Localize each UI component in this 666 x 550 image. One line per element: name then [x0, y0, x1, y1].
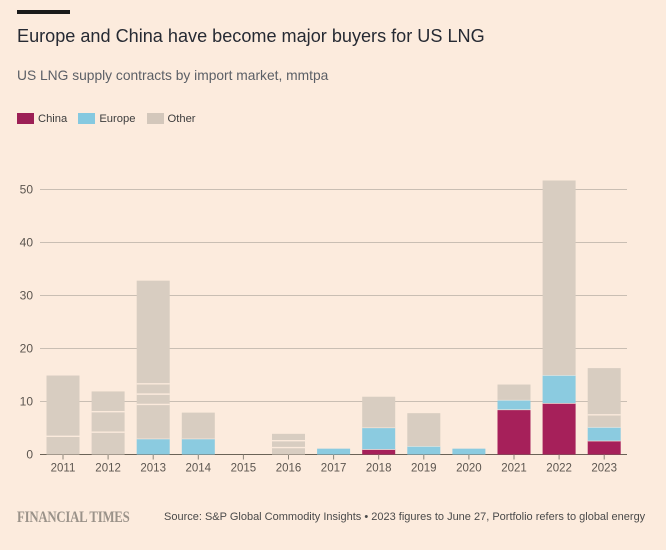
svg-text:2012: 2012	[95, 463, 121, 475]
svg-text:0: 0	[26, 448, 33, 462]
svg-text:2019: 2019	[411, 463, 437, 475]
svg-text:2021: 2021	[501, 463, 527, 475]
svg-text:2023: 2023	[591, 463, 617, 475]
svg-text:10: 10	[20, 395, 34, 409]
svg-text:40: 40	[20, 236, 34, 250]
svg-text:2017: 2017	[321, 463, 347, 475]
svg-text:2011: 2011	[51, 463, 76, 475]
svg-text:2020: 2020	[456, 463, 482, 475]
svg-text:30: 30	[20, 289, 34, 303]
svg-text:2015: 2015	[231, 463, 257, 475]
svg-text:2014: 2014	[186, 463, 212, 475]
svg-text:2022: 2022	[546, 463, 572, 475]
svg-text:50: 50	[20, 183, 34, 197]
svg-text:2016: 2016	[276, 463, 302, 475]
svg-text:2013: 2013	[140, 463, 166, 475]
svg-text:20: 20	[20, 342, 34, 356]
svg-text:2018: 2018	[366, 463, 392, 475]
